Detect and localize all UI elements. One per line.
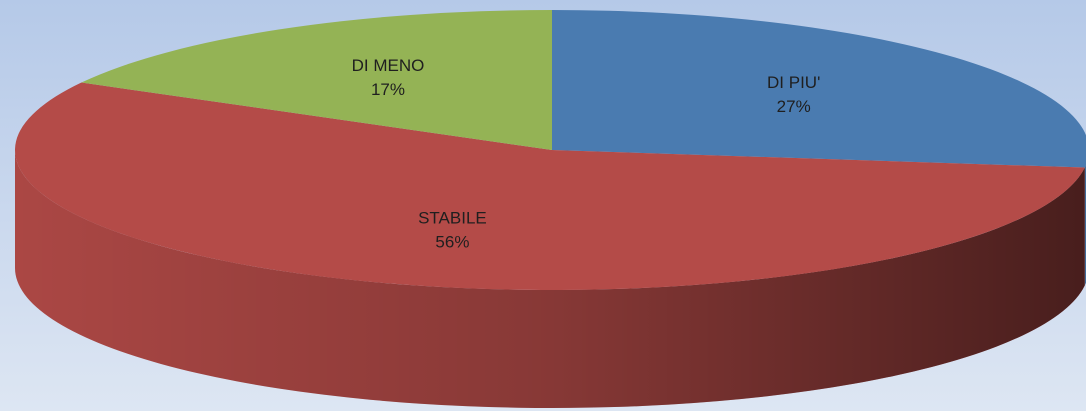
slice-label: STABILE: [418, 208, 487, 227]
side-shade: [15, 150, 1085, 409]
slice-value-label: 17%: [371, 80, 405, 99]
slice: [14, 82, 1085, 290]
slice-value-label: 27%: [777, 97, 811, 116]
slice: [81, 10, 552, 150]
slice-label: DI MENO: [352, 56, 425, 75]
slice: [552, 10, 1086, 168]
slice-value-label: 56%: [435, 232, 469, 251]
slice-label: DI PIU': [767, 73, 820, 92]
